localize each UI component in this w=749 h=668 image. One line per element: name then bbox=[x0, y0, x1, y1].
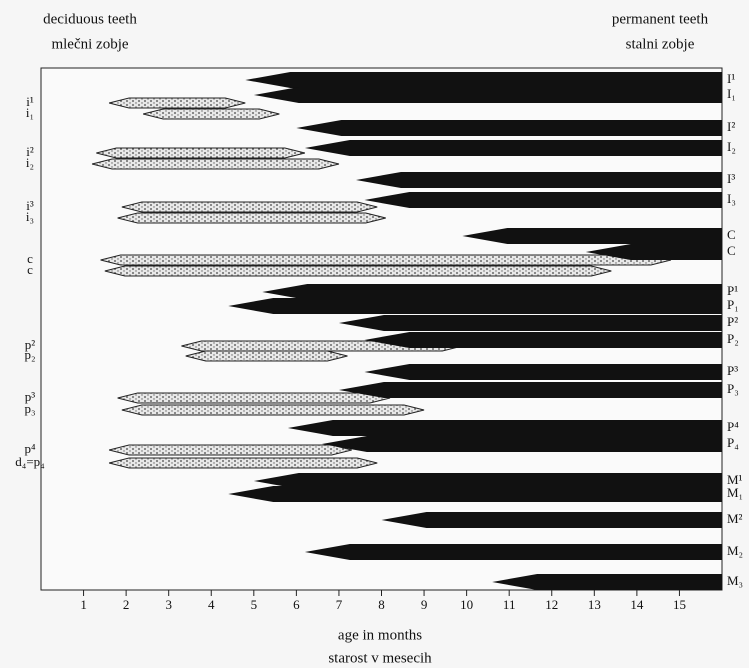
permanent-bar bbox=[462, 228, 722, 244]
x-axis-label: age in months bbox=[338, 627, 422, 643]
x-tick-label: 10 bbox=[460, 597, 473, 612]
permanent-label: P₂ bbox=[727, 331, 739, 346]
deciduous-label: p³ bbox=[25, 389, 36, 404]
permanent-bar bbox=[245, 72, 723, 88]
subtitle-left: mlečni zobje bbox=[51, 36, 128, 52]
title-right: permanent teeth bbox=[612, 11, 709, 27]
permanent-label: P³ bbox=[727, 363, 738, 378]
deciduous-label: i³ bbox=[26, 198, 34, 213]
permanent-label: M¹ bbox=[727, 472, 743, 487]
x-tick-label: 4 bbox=[208, 597, 215, 612]
permanent-label: P⁴ bbox=[727, 419, 739, 434]
permanent-label: C bbox=[727, 227, 736, 242]
permanent-label: P¹ bbox=[727, 283, 738, 298]
permanent-bar bbox=[381, 512, 722, 528]
permanent-bar bbox=[287, 420, 722, 436]
permanent-bar bbox=[228, 298, 722, 314]
permanent-bar bbox=[253, 473, 722, 489]
permanent-bar bbox=[296, 120, 722, 136]
x-tick-label: 2 bbox=[123, 597, 130, 612]
permanent-label: I₃ bbox=[727, 191, 736, 206]
deciduous-label: p₂ bbox=[24, 347, 35, 362]
permanent-bar bbox=[364, 192, 722, 208]
x-tick-label: 12 bbox=[545, 597, 558, 612]
permanent-label: P₄ bbox=[727, 435, 739, 450]
deciduous-bar bbox=[108, 457, 378, 469]
x-tick-label: 11 bbox=[503, 597, 516, 612]
deciduous-bar bbox=[143, 108, 280, 120]
permanent-bar bbox=[304, 140, 722, 156]
permanent-bar bbox=[338, 382, 722, 398]
permanent-label: I₁ bbox=[727, 86, 736, 101]
deciduous-label: c bbox=[27, 251, 33, 266]
deciduous-bar bbox=[121, 201, 378, 213]
deciduous-label: i² bbox=[26, 144, 34, 159]
x-tick-label: 14 bbox=[630, 597, 644, 612]
permanent-label: I¹ bbox=[727, 71, 735, 86]
permanent-bar bbox=[355, 172, 722, 188]
permanent-label: I² bbox=[727, 119, 735, 134]
x-tick-label: 7 bbox=[336, 597, 343, 612]
deciduous-label: i₂ bbox=[26, 155, 34, 170]
permanent-bar bbox=[338, 315, 722, 331]
deciduous-bar bbox=[117, 212, 386, 224]
x-tick-label: 1 bbox=[80, 597, 87, 612]
permanent-bar bbox=[364, 332, 722, 348]
deciduous-bar bbox=[108, 444, 352, 456]
deciduous-label: p⁴ bbox=[24, 441, 36, 456]
x-tick-label: 6 bbox=[293, 597, 300, 612]
permanent-bar bbox=[492, 574, 722, 590]
permanent-label: M₁ bbox=[727, 485, 743, 500]
deciduous-bar bbox=[100, 254, 672, 266]
x-tick-label: 13 bbox=[588, 597, 601, 612]
deciduous-bar bbox=[96, 147, 306, 159]
x-tick-label: 8 bbox=[378, 597, 385, 612]
permanent-bar bbox=[321, 436, 722, 452]
permanent-label: C bbox=[727, 243, 736, 258]
permanent-label: P₁ bbox=[727, 297, 739, 312]
deciduous-label: i¹ bbox=[26, 94, 34, 109]
x-axis-label-2: starost v mesecih bbox=[328, 650, 432, 666]
permanent-label: I³ bbox=[727, 171, 735, 186]
deciduous-bar bbox=[121, 404, 425, 416]
permanent-label: P² bbox=[727, 314, 738, 329]
permanent-bar bbox=[585, 244, 722, 260]
x-tick-label: 15 bbox=[673, 597, 686, 612]
deciduous-bar bbox=[108, 97, 246, 109]
permanent-bar bbox=[262, 284, 722, 300]
deciduous-bar bbox=[117, 392, 391, 404]
deciduous-label: i₁ bbox=[26, 105, 34, 120]
title-left: deciduous teeth bbox=[43, 11, 137, 27]
permanent-label: P₃ bbox=[727, 381, 739, 396]
subtitle-right: stalni zobje bbox=[626, 36, 695, 52]
x-tick-label: 5 bbox=[251, 597, 258, 612]
deciduous-bar bbox=[91, 158, 340, 170]
permanent-label: I₂ bbox=[727, 139, 736, 154]
permanent-bar bbox=[228, 486, 722, 502]
permanent-bar bbox=[253, 87, 722, 103]
deciduous-label: c bbox=[27, 262, 33, 277]
deciduous-bar bbox=[185, 350, 348, 362]
permanent-label: M₂ bbox=[727, 543, 743, 558]
deciduous-bar bbox=[104, 265, 612, 277]
permanent-label: M² bbox=[727, 511, 743, 526]
deciduous-label: p² bbox=[25, 337, 36, 352]
deciduous-label: p₃ bbox=[24, 401, 35, 416]
permanent-bar bbox=[364, 364, 722, 380]
x-tick-label: 9 bbox=[421, 597, 428, 612]
deciduous-label: d₄=p₄ bbox=[15, 454, 45, 469]
permanent-bar bbox=[304, 544, 722, 560]
permanent-label: M₃ bbox=[727, 573, 743, 588]
x-tick-label: 3 bbox=[165, 597, 172, 612]
deciduous-label: i₃ bbox=[26, 209, 34, 224]
